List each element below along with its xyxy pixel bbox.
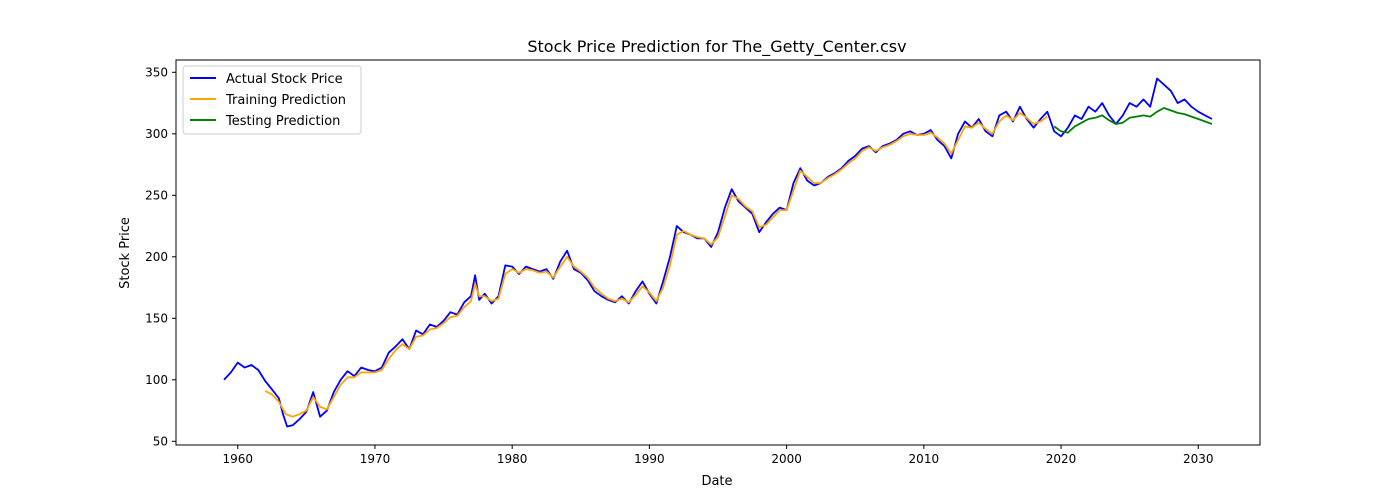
y-tick-label: 350 bbox=[145, 65, 168, 79]
plot-frame bbox=[175, 59, 1261, 446]
legend-box bbox=[182, 65, 362, 135]
x-tick-label: 1970 bbox=[360, 452, 391, 466]
legend-label-actual: Actual Stock Price bbox=[226, 72, 343, 87]
x-tick-label: 1990 bbox=[634, 452, 665, 466]
series-line-1 bbox=[264, 112, 1048, 418]
x-axis: 1960 1970 1980 1990 2000 2010 2020 2030 bbox=[222, 445, 1214, 466]
y-tick-label: 50 bbox=[153, 434, 168, 448]
legend-label-training: Training Prediction bbox=[225, 93, 346, 108]
x-axis-label: Date bbox=[701, 474, 732, 489]
y-tick-label: 250 bbox=[145, 188, 168, 202]
y-tick-label: 200 bbox=[145, 250, 168, 264]
series-line-2 bbox=[1053, 107, 1213, 134]
x-tick-label: 2010 bbox=[909, 452, 940, 466]
x-tick-label: 1980 bbox=[497, 452, 528, 466]
x-tick-label: 2000 bbox=[771, 452, 802, 466]
series-line-0 bbox=[223, 77, 1213, 428]
y-axis: 50 100 150 200 250 300 350 bbox=[145, 65, 176, 448]
legend: Actual Stock Price Training Prediction T… bbox=[182, 65, 362, 135]
plot-area bbox=[223, 77, 1213, 428]
x-tick-label: 2020 bbox=[1046, 452, 1077, 466]
y-tick-label: 300 bbox=[145, 127, 168, 141]
chart-title: Stock Price Prediction for The_Getty_Cen… bbox=[527, 37, 906, 57]
x-tick-label: 2030 bbox=[1183, 452, 1214, 466]
y-axis-label: Stock Price bbox=[118, 217, 133, 289]
y-tick-label: 150 bbox=[145, 311, 168, 325]
x-tick-label: 1960 bbox=[222, 452, 253, 466]
legend-label-testing: Testing Prediction bbox=[225, 114, 340, 129]
y-tick-label: 100 bbox=[145, 373, 168, 387]
